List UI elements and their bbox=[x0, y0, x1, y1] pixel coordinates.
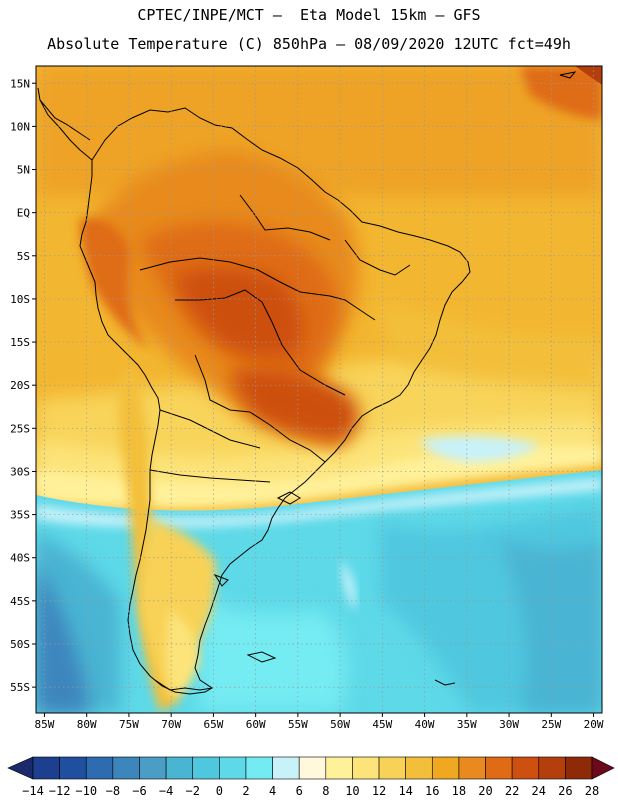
colorbar-label: 4 bbox=[269, 784, 276, 798]
lat-tick-label: 35S bbox=[10, 509, 30, 522]
lon-tick-label: 40W bbox=[415, 718, 435, 731]
lat-tick-label: 30S bbox=[10, 465, 30, 478]
colorbar-label: −14 bbox=[22, 784, 44, 798]
colorbar-label: 12 bbox=[372, 784, 386, 798]
lon-tick-label: 35W bbox=[457, 718, 477, 731]
coastlines bbox=[37, 71, 577, 695]
lat-tick-label: 15S bbox=[10, 336, 30, 349]
colorbar-label: 2 bbox=[242, 784, 249, 798]
lon-tick-label: 45W bbox=[372, 718, 392, 731]
lon-tick-label: 80W bbox=[77, 718, 97, 731]
colorbar-swatch bbox=[272, 756, 300, 780]
colorbar-label: 28 bbox=[585, 784, 599, 798]
lat-tick-label: 40S bbox=[10, 552, 30, 565]
lon-tick-label: 85W bbox=[35, 718, 55, 731]
colorbar-label: −2 bbox=[185, 784, 199, 798]
colorbar-swatch bbox=[325, 756, 353, 780]
map-frame bbox=[35, 65, 603, 714]
colorbar-swatch bbox=[32, 756, 60, 780]
lat-tick-label: 5N bbox=[17, 164, 30, 177]
lat-tick-label: 15N bbox=[10, 77, 30, 90]
chart-title: CPTEC/INPE/MCT – Eta Model 15km – GFS bbox=[137, 6, 481, 24]
colorbar-label: 18 bbox=[452, 784, 466, 798]
colorbar-label: −8 bbox=[106, 784, 120, 798]
latitude-axis: 15N 10N 5N EQ 5S 10S 15S 20S 25S 30S 35S 40S 45S 50S 5… bbox=[10, 77, 36, 694]
lat-tick-label: 10N bbox=[10, 120, 30, 133]
lat-tick-label: 25S bbox=[10, 422, 30, 435]
colorbar-label: 10 bbox=[345, 784, 359, 798]
colorbar-label: 0 bbox=[216, 784, 223, 798]
temperature-field bbox=[36, 66, 602, 713]
colorbar-label: 6 bbox=[296, 784, 303, 798]
lat-tick-label: 50S bbox=[10, 638, 30, 651]
colorbar-swatch bbox=[112, 756, 140, 780]
colorbar-label: −12 bbox=[49, 784, 71, 798]
colorbar-label: −10 bbox=[75, 784, 97, 798]
lat-tick-label: 10S bbox=[10, 293, 30, 306]
lon-tick-label: 50W bbox=[330, 718, 350, 731]
longitude-axis: 85W 80W 75W 70W 65W 60W 55W 50W 45W 40W 35W 30W 25W 2… bbox=[35, 713, 604, 731]
colorbar-label: 22 bbox=[505, 784, 519, 798]
chart-subtitle: Absolute Temperature (C) 850hPa – 08/09/… bbox=[47, 35, 571, 53]
colorbar-swatch bbox=[378, 756, 406, 780]
lon-tick-label: 30W bbox=[499, 718, 519, 731]
colorbar-label: 14 bbox=[398, 784, 412, 798]
temperature-map: 15N 10N 5N EQ 5S 10S 15S 20S 25S 30S 35S 40S 45S 50S 5… bbox=[10, 65, 604, 731]
colorbar-swatch bbox=[485, 756, 513, 780]
colorbar-label: 24 bbox=[532, 784, 546, 798]
colorbar-swatch bbox=[431, 756, 460, 780]
colorbar-swatch bbox=[511, 756, 540, 780]
lat-tick-label: EQ bbox=[17, 207, 30, 220]
colorbar-swatch bbox=[192, 756, 220, 780]
colorbar-swatch bbox=[245, 756, 273, 780]
lon-tick-label: 25W bbox=[541, 718, 561, 731]
lat-tick-label: 45S bbox=[10, 595, 30, 608]
lat-tick-label: 5S bbox=[17, 250, 30, 263]
colorbar-swatch bbox=[219, 756, 247, 780]
lat-tick-label: 20S bbox=[10, 379, 30, 392]
colorbar-swatch bbox=[139, 756, 167, 780]
lon-tick-label: 65W bbox=[203, 718, 223, 731]
colorbar-swatch bbox=[59, 756, 87, 780]
lon-tick-label: 55W bbox=[288, 718, 308, 731]
colorbar-swatch bbox=[458, 756, 486, 780]
colorbar-min-arrow bbox=[7, 756, 34, 780]
lon-tick-label: 20W bbox=[584, 718, 604, 731]
colorbar-swatch bbox=[565, 756, 593, 780]
colorbar-swatch bbox=[352, 756, 380, 780]
colorbar-label: 8 bbox=[322, 784, 329, 798]
colorbar-label: 16 bbox=[425, 784, 439, 798]
colorbar-label: −4 bbox=[159, 784, 173, 798]
colorbar-swatch bbox=[538, 756, 566, 780]
colorbar-label: 20 bbox=[478, 784, 492, 798]
colorbar-swatch bbox=[165, 756, 194, 780]
lon-tick-label: 70W bbox=[161, 718, 181, 731]
colorbar-swatch bbox=[85, 756, 114, 780]
colorbar-max-arrow bbox=[591, 756, 615, 780]
lon-tick-label: 60W bbox=[246, 718, 266, 731]
lon-tick-label: 75W bbox=[119, 718, 139, 731]
colorbar-swatch bbox=[298, 756, 327, 780]
lat-tick-label: 55S bbox=[10, 681, 30, 694]
colorbar-swatch bbox=[405, 756, 433, 780]
colorbar-label: −6 bbox=[132, 784, 146, 798]
colorbar-label: 26 bbox=[558, 784, 572, 798]
